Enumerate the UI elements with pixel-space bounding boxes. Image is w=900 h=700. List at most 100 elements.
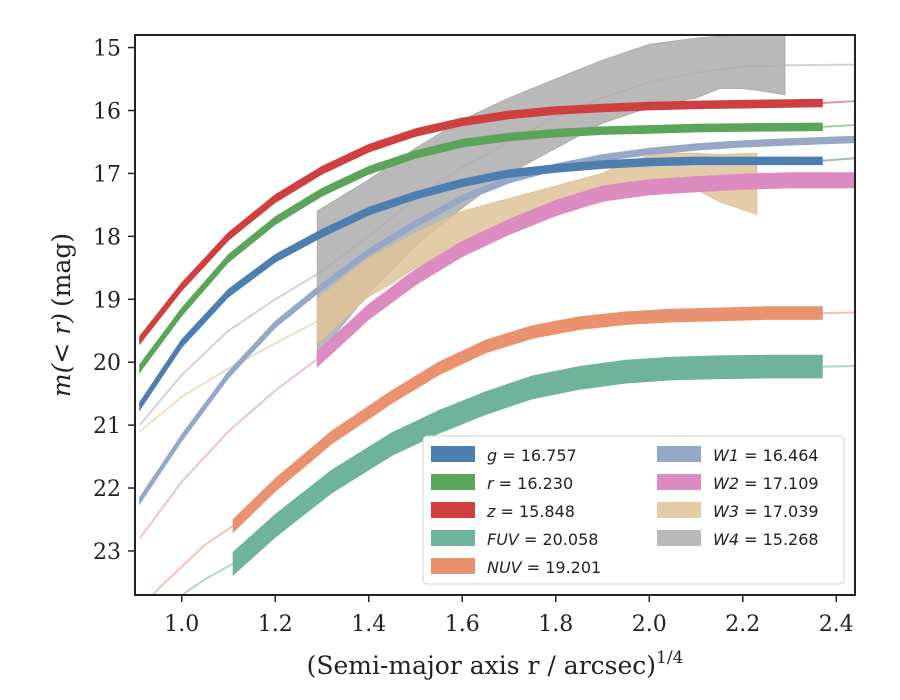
legend-band-name: NUV xyxy=(487,558,523,577)
y-tick-label: 22 xyxy=(93,477,121,502)
series-fuv-extrapolated-line xyxy=(180,562,234,595)
series-nuv-extrapolated-tail xyxy=(822,311,855,315)
x-tick-label: 1.8 xyxy=(538,612,573,637)
series-z-band xyxy=(139,98,823,346)
series-fuv-extrapolated-tail xyxy=(822,365,855,368)
y-tick-label: 20 xyxy=(93,351,121,376)
series-r xyxy=(138,122,855,374)
series-g-extrapolated-line xyxy=(822,157,855,162)
legend-swatch-g xyxy=(431,446,475,462)
series-w2-band xyxy=(316,172,855,368)
legend-label-z: z = 15.848 xyxy=(486,502,575,521)
series-fuv-line xyxy=(232,365,823,565)
series-r-line xyxy=(138,125,823,370)
series-g xyxy=(138,156,855,412)
y-tick-label: 15 xyxy=(93,37,121,62)
legend-swatch-r xyxy=(431,474,475,490)
legend-label-g: g = 16.757 xyxy=(487,446,577,465)
series-z xyxy=(138,98,855,346)
legend-total-value: = 16.757 xyxy=(497,446,577,465)
series-fuv xyxy=(180,354,855,595)
legend-band-name: g xyxy=(487,446,497,465)
series-fuv-band xyxy=(232,354,823,577)
series-w1-band xyxy=(139,135,855,506)
legend-swatch-w1 xyxy=(657,446,701,462)
series-g-line xyxy=(138,159,823,407)
x-tick-label: 2.0 xyxy=(632,612,667,637)
series-nuv xyxy=(151,306,855,595)
legend-box xyxy=(422,435,845,585)
legend-swatch-w2 xyxy=(657,474,701,490)
x-tick-label: 1.0 xyxy=(164,612,199,637)
legend-item-nuv: NUV = 19.201 xyxy=(431,558,601,577)
x-tick-label: 1.6 xyxy=(445,612,480,637)
legend-label-w4: W4 = 15.268 xyxy=(713,530,819,549)
x-axis-label: (Semi-major axis r / arcsec)1/4 xyxy=(307,648,684,680)
x-tick-label: 2.4 xyxy=(819,612,854,637)
y-axis-label-quantity: m(< r) xyxy=(47,313,76,397)
x-axis-label-exponent: 1/4 xyxy=(656,648,683,668)
legend-label-r: r = 16.230 xyxy=(487,474,573,493)
series-w1 xyxy=(138,135,855,506)
legend-band-name: z xyxy=(486,502,496,521)
legend-item-w1: W1 = 16.464 xyxy=(657,446,819,465)
legend-item-w2: W2 = 17.109 xyxy=(657,474,819,493)
legend-swatch-fuv xyxy=(431,530,475,546)
y-tick-label: 21 xyxy=(93,414,121,439)
legend-item-z: z = 15.848 xyxy=(431,502,575,521)
series-w2 xyxy=(138,172,855,539)
legend-total-value: = 17.039 xyxy=(739,502,819,521)
legend-swatch-z xyxy=(431,502,475,518)
series-g-band xyxy=(139,156,823,412)
legend-band-name: r xyxy=(487,474,495,493)
legend-swatch-w3 xyxy=(657,502,701,518)
series-z-extrapolated-line xyxy=(822,100,855,104)
legend-total-value: = 19.201 xyxy=(522,558,602,577)
legend-band-name: FUV xyxy=(487,530,520,549)
series-r-band xyxy=(139,122,823,374)
legend-item-w3: W3 = 17.039 xyxy=(657,502,819,521)
plot-frame xyxy=(134,34,856,596)
series-w2-line xyxy=(316,179,855,360)
y-axis-label: m(< r) (mag) xyxy=(47,233,76,397)
y-tick-label: 19 xyxy=(93,288,121,313)
series-layer xyxy=(138,35,855,595)
legend-label-nuv: NUV = 19.201 xyxy=(487,558,601,577)
series-nuv-band xyxy=(232,306,823,534)
y-tick-label: 18 xyxy=(93,225,121,250)
series-r-extrapolated-line xyxy=(822,124,855,128)
legend-total-value: = 16.230 xyxy=(494,474,574,493)
legend-item-w4: W4 = 15.268 xyxy=(657,530,819,549)
legend-band-name: W3 xyxy=(713,502,739,521)
legend-total-value: = 15.268 xyxy=(739,530,819,549)
legend-swatch-nuv xyxy=(431,558,475,574)
series-w1-line xyxy=(138,138,855,502)
legend-band-name: W1 xyxy=(713,446,739,465)
series-z-line xyxy=(138,102,823,341)
legend-total-value: = 16.464 xyxy=(739,446,819,465)
legend-swatch-w4 xyxy=(657,530,701,546)
series-nuv-line xyxy=(232,312,823,527)
legend-total-value: = 15.848 xyxy=(495,502,575,521)
legend-item-g: g = 16.757 xyxy=(431,446,577,465)
y-tick-label: 16 xyxy=(93,100,121,125)
x-tick-label: 2.2 xyxy=(725,612,760,637)
series-nuv-extrapolated-line xyxy=(151,524,234,595)
legend-label-w1: W1 = 16.464 xyxy=(713,446,819,465)
legend-total-value: = 17.109 xyxy=(739,474,819,493)
legend-total-value: = 20.058 xyxy=(519,530,599,549)
legend-band-name: W2 xyxy=(713,474,739,493)
axes-layer: 1.0 1.2 1.4 1.6 1.8 2.0 2.2 2.4 15 16 17 18 19 20 21 22… xyxy=(93,37,854,637)
x-tick-label: 1.2 xyxy=(258,612,293,637)
series-w2-extrapolated-line xyxy=(138,358,318,539)
y-tick-label: 17 xyxy=(93,162,121,187)
legend-band-name: W4 xyxy=(713,530,739,549)
legend-label-w3: W3 = 17.039 xyxy=(713,502,819,521)
legend-label-w2: W2 = 17.109 xyxy=(713,474,819,493)
legend-item-fuv: FUV = 20.058 xyxy=(431,530,598,549)
y-axis-label-unit: (mag) xyxy=(47,233,76,307)
legend-item-r: r = 16.230 xyxy=(431,474,573,493)
x-tick-label: 1.4 xyxy=(351,612,386,637)
